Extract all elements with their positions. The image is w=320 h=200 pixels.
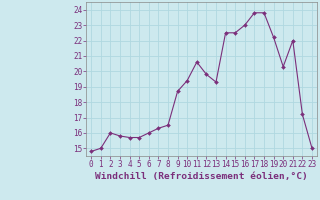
X-axis label: Windchill (Refroidissement éolien,°C): Windchill (Refroidissement éolien,°C) — [95, 172, 308, 181]
